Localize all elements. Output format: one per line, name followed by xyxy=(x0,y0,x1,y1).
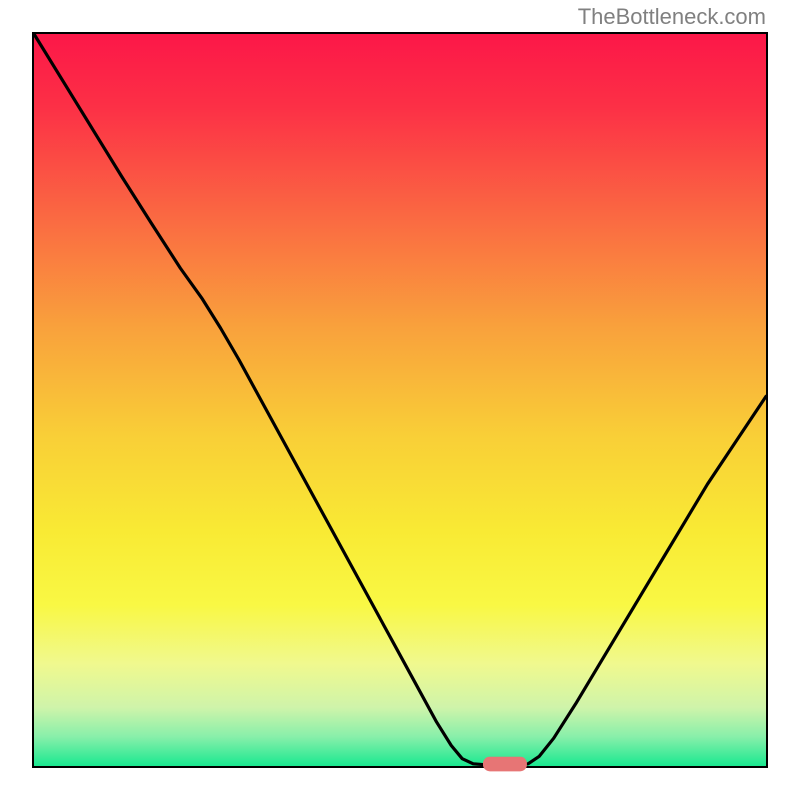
marker-svg xyxy=(483,757,527,772)
watermark-text: TheBottleneck.com xyxy=(578,4,766,30)
minimum-marker xyxy=(483,757,527,772)
plot-area xyxy=(32,32,768,768)
plot-svg xyxy=(34,34,766,766)
chart-container: TheBottleneck.com xyxy=(0,0,800,800)
marker-rect xyxy=(483,757,527,772)
